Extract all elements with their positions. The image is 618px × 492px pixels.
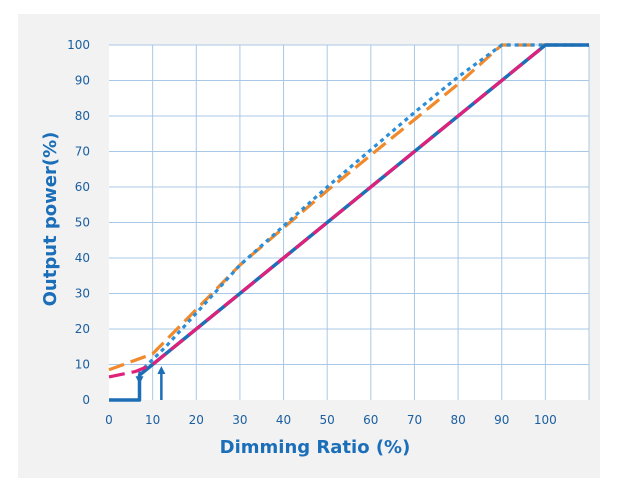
x-tick-label: 70 bbox=[407, 413, 422, 427]
x-tick-label: 90 bbox=[494, 413, 509, 427]
x-tick-label: 60 bbox=[363, 413, 378, 427]
x-tick-label: 20 bbox=[189, 413, 204, 427]
y-tick-label: 70 bbox=[75, 145, 90, 159]
y-tick-label: 80 bbox=[75, 109, 90, 123]
annotations-layer bbox=[135, 366, 166, 400]
y-tick-label: 60 bbox=[75, 180, 90, 194]
x-tick-label: 10 bbox=[145, 413, 160, 427]
y-tick-label: 90 bbox=[75, 74, 90, 88]
grid bbox=[109, 44, 590, 400]
y-tick-label: 0 bbox=[82, 393, 90, 407]
x-tick-label: 0 bbox=[105, 413, 113, 427]
chart-panel: 0 10 20 30 40 50 60 70 80 90 100 0 10 20 30 40 50 60 70 80 9… bbox=[18, 14, 600, 478]
tick-labels: 0 10 20 30 40 50 60 70 80 90 100 0 10 20 30 40 50 60 70 80 9… bbox=[67, 38, 557, 427]
line-chart: 0 10 20 30 40 50 60 70 80 90 100 0 10 20 30 40 50 60 70 80 9… bbox=[40, 38, 590, 458]
x-axis-title: Dimming Ratio (%) bbox=[220, 437, 411, 458]
x-tick-label: 40 bbox=[276, 413, 291, 427]
y-tick-label: 30 bbox=[75, 287, 90, 301]
y-tick-label: 50 bbox=[75, 216, 90, 230]
series-line-dashed bbox=[108, 43, 547, 379]
y-tick-label: 10 bbox=[75, 358, 90, 372]
x-tick-label: 30 bbox=[232, 413, 247, 427]
series-line-solid bbox=[109, 43, 589, 402]
x-tick-label: 100 bbox=[534, 413, 557, 427]
series-layer bbox=[108, 43, 589, 402]
y-tick-label: 40 bbox=[75, 251, 90, 265]
annotation-arrow-up bbox=[157, 366, 166, 375]
x-tick-label: 50 bbox=[320, 413, 335, 427]
y-tick-label: 100 bbox=[67, 38, 90, 52]
y-axis-title: Output power(%) bbox=[40, 132, 61, 307]
series-line-dotted bbox=[142, 43, 589, 370]
y-tick-label: 20 bbox=[75, 322, 90, 336]
x-tick-label: 80 bbox=[450, 413, 465, 427]
annotation-arrow-down bbox=[135, 376, 144, 385]
